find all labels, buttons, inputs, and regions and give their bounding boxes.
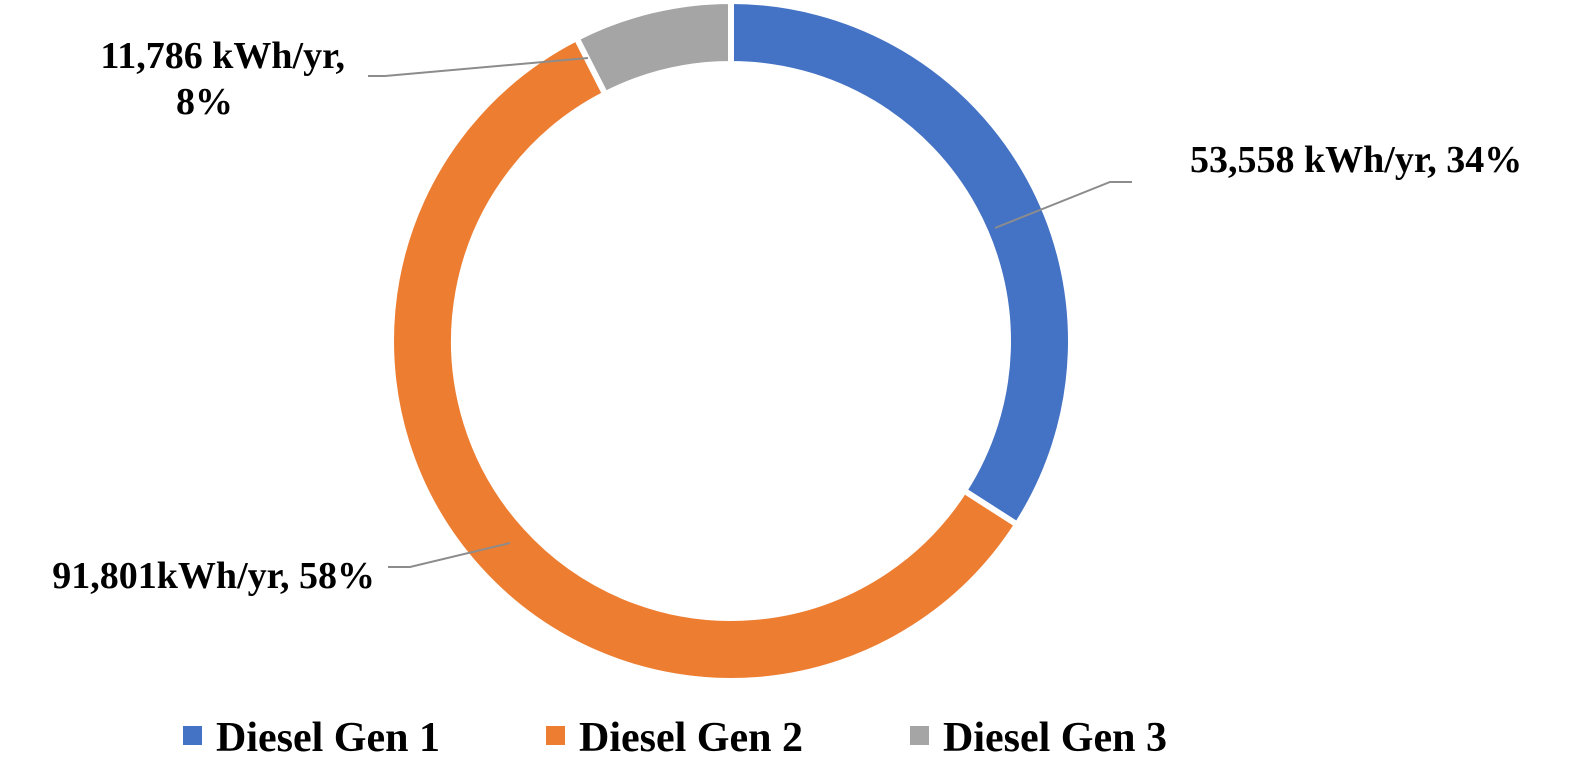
data-labels: 53,558 kWh/yr, 34% 91,801kWh/yr, 58% 11,78… — [52, 35, 1522, 597]
legend-swatch-diesel-gen-2 — [546, 726, 565, 745]
data-label-diesel-gen-2: 91,801kWh/yr, 58% — [52, 555, 375, 597]
legend-item-diesel-gen-1: Diesel Gen 1 — [183, 715, 440, 761]
legend-item-diesel-gen-3: Diesel Gen 3 — [910, 715, 1167, 761]
leader-line-diesel-gen-3 — [368, 57, 589, 77]
leader-line-diesel-gen-1 — [994, 181, 1132, 229]
legend-label-diesel-gen-1: Diesel Gen 1 — [216, 715, 440, 761]
slice-diesel-gen-2 — [388, 34, 1022, 684]
legend-swatch-diesel-gen-1 — [183, 726, 202, 745]
legend-label-diesel-gen-2: Diesel Gen 2 — [579, 715, 803, 761]
data-label-diesel-gen-1: 53,558 kWh/yr, 34% — [1190, 139, 1522, 181]
legend-label-diesel-gen-3: Diesel Gen 3 — [943, 715, 1167, 761]
leader-lines — [368, 57, 1132, 568]
slice-diesel-gen-1 — [728, 0, 1074, 529]
leader-line-diesel-gen-2 — [388, 542, 511, 568]
legend: Diesel Gen 1 Diesel Gen 2 Diesel Gen 3 — [183, 715, 1167, 761]
donut-slices — [388, 0, 1074, 684]
legend-swatch-diesel-gen-3 — [910, 726, 929, 745]
legend-item-diesel-gen-2: Diesel Gen 2 — [546, 715, 803, 761]
slice-diesel-gen-3 — [572, 0, 734, 99]
data-label-diesel-gen-3: 11,786 kWh/yr, 8% — [100, 35, 345, 123]
